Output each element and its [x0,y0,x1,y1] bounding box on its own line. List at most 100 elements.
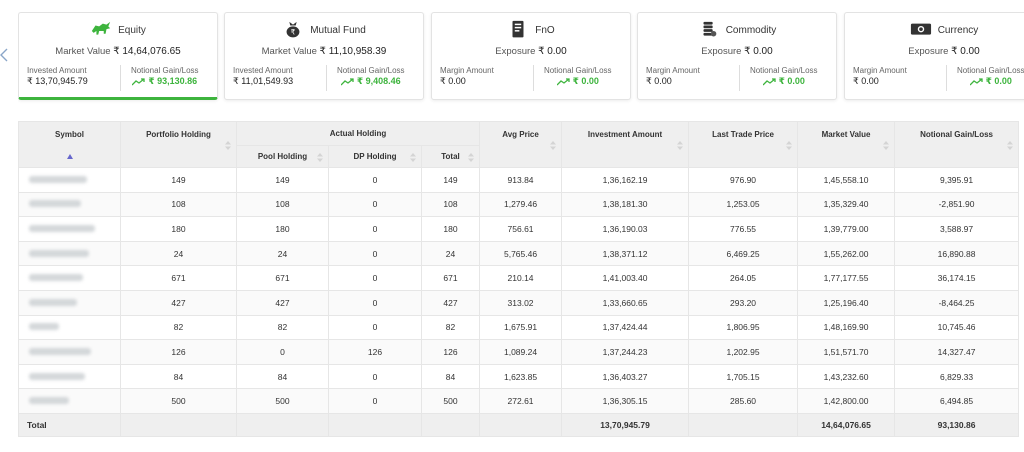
card-summary-value: ₹ 11,10,958.39 [319,46,387,57]
card-mutual-fund[interactable]: ₹ Mutual Fund Market Value ₹ 11,10,958.39 I… [224,12,424,100]
sort-icon [410,152,416,162]
cell-portfolio: 180 [120,216,237,242]
table-row[interactable]: 126 0 126 126 1,089.24 1,37,244.23 1,202.95 1,5… [18,339,1020,365]
trend-up-icon [132,77,145,86]
cell-dp: 0 [328,167,422,193]
sort-icon [883,140,890,150]
cell-total: 24 [420,240,481,267]
card-right-metric: Notional Gain/Loss ₹ 0.00 [534,65,623,91]
card-left-metric: Invested Amount ₹ 13,70,945.79 [27,65,121,91]
card-summary: Exposure ₹ 0.00 [845,46,1024,57]
sort-icon [786,140,793,150]
table-row[interactable]: 500 500 0 500 272.61 1,36,305.15 285.60 1,42,80… [18,388,1020,414]
card-right-value: ₹ 0.00 [572,76,599,86]
cell-total: 500 [420,388,481,414]
cell-ltp: 6,469.25 [688,240,799,267]
card-left-value: ₹ 0.00 [646,76,672,86]
symbol-cell [18,265,121,291]
card-summary: Market Value ₹ 14,64,076.65 [19,46,217,57]
total-market-value: 14,64,076.65 [797,412,896,437]
redacted-symbol [29,249,89,257]
card-right-value: ₹ 0.00 [985,76,1012,86]
card-title: Commodity [725,24,777,36]
table-row[interactable]: 149 149 0 149 913.84 1,36,162.19 976.90 1,45,55… [18,167,1020,193]
table-row[interactable]: 427 427 0 427 313.02 1,33,660.65 293.20 1,25,19… [18,289,1020,316]
table-row[interactable]: 84 84 0 84 1,623.85 1,36,403.27 1,705.15 1,43,2… [18,363,1020,390]
money-bag-icon: ₹ [282,20,304,40]
cell-portfolio: 126 [120,339,237,365]
sort-icon [677,140,684,150]
cell-dp: 0 [328,191,422,218]
cell-mv: 1,45,558.10 [797,167,896,193]
cell-portfolio: 108 [120,191,237,218]
card-left-value: ₹ 0.00 [853,76,879,86]
card-details: Margin Amount ₹ 0.00 Notional Gain/Loss ₹ 0… [853,65,1024,91]
col-investment-amount[interactable]: Investment Amount [561,121,690,168]
card-title: Equity [118,24,146,36]
cell-dp: 0 [328,265,422,291]
cell-gl: 6,494.85 [894,388,1020,414]
redacted-symbol [29,323,59,331]
cell-portfolio: 149 [120,167,237,193]
cell-inv: 1,36,403.27 [561,363,690,390]
holdings-table: Symbol Portfolio Holding Actual Holding … [18,121,1020,437]
cell-gl: 9,395.91 [894,167,1020,193]
card-fno[interactable]: FnO Exposure ₹ 0.00 Margin Amount ₹ 0.00 Not… [431,12,631,100]
card-header: Currency [845,19,1024,41]
col-pool-holding[interactable]: Pool Holding [236,145,329,168]
card-left-value: ₹ 13,70,945.79 [27,76,88,86]
symbol-cell [18,388,121,414]
card-details: Invested Amount ₹ 11,01,549.93 Notional Ga… [233,65,415,91]
card-left-label: Invested Amount [27,66,87,75]
card-right-label: Notional Gain/Loss [336,66,405,75]
card-left-metric: Invested Amount ₹ 11,01,549.93 [233,65,327,91]
cell-mv: 1,35,329.40 [797,191,896,218]
cell-pool: 82 [236,314,329,341]
cell-pool: 0 [236,339,329,365]
table-row[interactable]: 82 82 0 82 1,675.91 1,37,424.44 1,806.95 1,48,1… [18,314,1020,341]
cell-inv: 1,37,244.23 [561,339,690,365]
col-portfolio-holding[interactable]: Portfolio Holding [120,121,237,168]
col-dp-holding[interactable]: DP Holding [328,145,422,168]
col-notional-gain-loss[interactable]: Notional Gain/Loss [894,121,1020,168]
redacted-symbol [29,274,83,282]
card-commodity[interactable]: Commodity Exposure ₹ 0.00 Margin Amount ₹ 0… [637,12,837,100]
card-summary: Market Value ₹ 11,10,958.39 [225,46,423,57]
cell-mv: 1,55,262.00 [797,240,896,267]
card-right-value: ₹ 93,130.86 [148,76,198,86]
cell-ltp: 1,253.05 [688,191,799,218]
segment-cards: Equity Market Value ₹ 14,64,076.65 Investe… [18,12,1024,104]
col-last-trade-price[interactable]: Last Trade Price [688,121,799,168]
cell-total: 108 [420,191,481,218]
trend-up-icon [969,77,983,86]
col-symbol[interactable]: Symbol [18,121,121,168]
col-total[interactable]: Total [420,145,481,168]
chevron-left-icon[interactable] [0,47,10,63]
coin-stack-icon [698,20,720,40]
cell-avg: 272.61 [479,388,563,414]
sort-icon [225,140,231,150]
cell-avg: 1,623.85 [479,363,563,390]
cell-mv: 1,48,169.90 [797,314,896,341]
symbol-cell [18,314,121,341]
cell-avg: 313.02 [479,289,563,316]
cell-ltp: 1,705.15 [688,363,799,390]
cell-inv: 1,36,162.19 [561,167,690,193]
card-right-label: Notional Gain/Loss [956,66,1024,75]
card-title: FnO [535,24,555,36]
card-left-label: Margin Amount [440,66,494,75]
table-row[interactable]: 108 108 0 108 1,279.46 1,38,181.30 1,253.05 1,3… [18,191,1020,218]
table-row[interactable]: 180 180 0 180 756.61 1,36,190.03 776.55 1,39,77… [18,216,1020,242]
card-currency[interactable]: Currency Exposure ₹ 0.00 Margin Amount ₹ 0.… [844,12,1024,100]
cell-dp: 0 [328,240,422,267]
table-row[interactable]: 671 671 0 671 210.14 1,41,003.40 264.05 1,77,17… [18,265,1020,291]
card-equity[interactable]: Equity Market Value ₹ 14,64,076.65 Investe… [18,12,218,100]
col-avg-price[interactable]: Avg Price [479,121,563,168]
sort-icon [1007,140,1014,150]
redacted-symbol [29,347,91,355]
redacted-symbol [29,224,95,232]
table-row[interactable]: 24 24 0 24 5,765.46 1,38,371.12 6,469.25 1,55,2… [18,240,1020,267]
col-market-value[interactable]: Market Value [797,121,896,168]
cell-total: 180 [420,216,481,242]
cell-total: 427 [420,289,481,316]
